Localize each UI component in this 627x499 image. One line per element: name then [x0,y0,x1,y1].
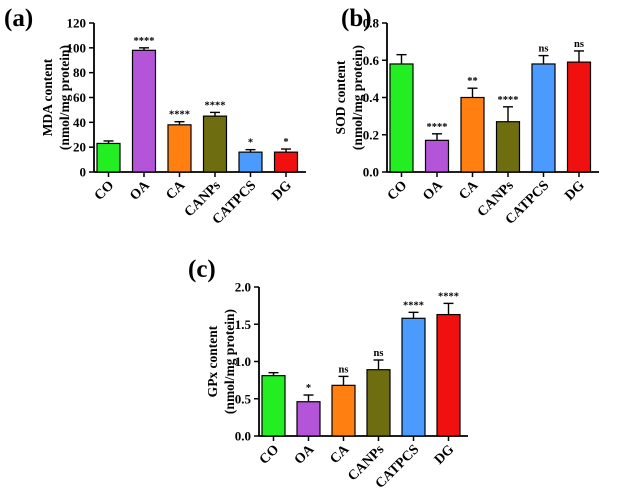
bar-dg [273,151,299,173]
y-tick-label: 0.6 [363,53,380,68]
significance-label: **** [134,36,155,47]
y-tick-label: 100 [67,40,87,55]
panel-c-chart: (c) GPx content (nmol/mg protein) 0.0 0.5 1.0… [188,256,468,492]
significance-label: **** [427,122,448,133]
bar-oa [424,139,450,173]
panel-b-chart: (b) SOD content (nmol/mg protein) 0.0 0.2 0.4… [333,5,599,228]
panel-c-label: (c) [188,256,216,283]
y-axis-unit: (nmol/mg protein) [350,45,365,150]
significance-label: ns [339,364,349,375]
x-category-label: CO [92,178,118,204]
significance-label: * [306,383,311,394]
bar-ca [167,124,192,173]
y-tick-label: 2.0 [235,280,251,295]
y-tick-label: 0 [80,165,87,180]
significance-label: **** [498,95,519,106]
bar-catpcs [531,63,556,173]
y-axis-title: MDA content [40,58,55,136]
x-category-label: OA [127,178,153,204]
x-category-label: CO [257,442,283,468]
significance-label: * [248,138,253,149]
x-category-label: DG [269,178,295,204]
panel-a-chart: (a) MDA content (nmol/mg protein) 0 20 40 60 80… [4,5,306,228]
x-category-label: CA [327,442,353,468]
bar-catpcs [238,151,263,173]
y-tick-label: 60 [73,90,86,105]
y-tick-label: 0.2 [363,127,379,142]
bar-dg [436,313,461,437]
y-tick-label: 0.4 [363,90,380,105]
y-axis-title: GPx content [205,325,220,397]
y-tick-label: 0.8 [363,16,380,31]
bar-canps [202,115,228,173]
x-category-label: CA [456,178,482,204]
significance-label: **** [403,300,424,311]
bar-ca [460,96,485,173]
y-tick-label: 20 [73,140,86,155]
significance-label: **** [169,110,190,121]
y-tick-label: 0.0 [235,429,251,444]
significance-label: ** [467,76,478,87]
panel-a-label: (a) [4,5,33,32]
bar-oa [296,401,321,437]
x-category-label: DG [432,442,458,468]
significance-label: **** [438,291,459,302]
y-tick-label: 120 [67,16,87,31]
significance-label: **** [205,100,226,111]
bar-co [389,63,414,173]
bar-oa [131,49,157,173]
significance-label: * [283,137,288,148]
x-category-label: DG [562,178,588,204]
y-axis-title: SOD content [333,60,348,134]
x-category-label: OA [292,442,318,468]
y-tick-label: 0.5 [235,391,252,406]
bar-ca [331,384,356,437]
x-category-label: CA [163,178,189,204]
significance-label: ns [539,44,549,55]
x-category-label: CO [385,178,411,204]
significance-label: ns [374,348,384,359]
y-tick-label: 80 [73,65,86,80]
y-tick-label: 1.5 [235,317,252,332]
y-tick-label: 0.0 [363,165,379,180]
bar-dg [566,61,592,173]
y-axis-unit: (nmol/mg protein) [57,45,72,150]
bar-canps [495,121,521,173]
panel-b-label: (b) [341,5,372,32]
bar-co [261,375,286,437]
significance-label: ns [574,39,584,50]
bar-catpcs [401,317,426,437]
y-tick-label: 40 [73,115,86,130]
x-category-label: OA [420,178,446,204]
y-axis-unit: (nmol/mg protein) [222,309,237,414]
y-tick-label: 1.0 [235,354,251,369]
bar-co [96,142,121,173]
bar-canps [366,369,391,437]
